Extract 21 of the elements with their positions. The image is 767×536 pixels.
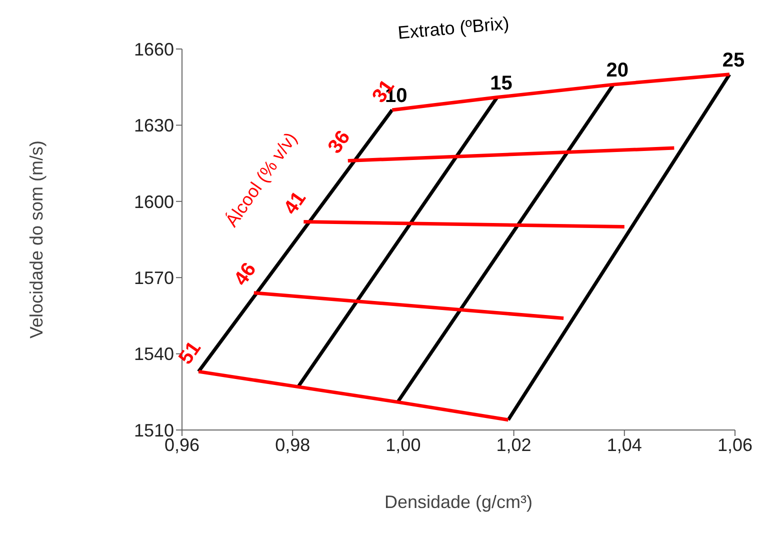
text: 51 — [174, 338, 206, 368]
y-axis-title: Velocidade do som (m/s) — [26, 140, 46, 339]
x-axis-title: Densidade (g/cm³) — [384, 492, 533, 512]
series-label: 25 — [722, 49, 745, 72]
y-tick-label: 1540 — [134, 344, 174, 364]
y-tick-label: 1570 — [134, 268, 174, 288]
series-label: 15 — [490, 72, 512, 94]
text: Extrato (ºBrix) — [397, 13, 510, 43]
x-tick-label: 1,06 — [717, 434, 753, 455]
text: 41 — [280, 188, 311, 219]
x-tick-label: 1,02 — [496, 434, 532, 455]
text: 36 — [324, 126, 355, 158]
line-series — [196, 370, 510, 422]
x-tick-label: 1,04 — [606, 434, 642, 455]
text: 46 — [230, 258, 261, 290]
y-tick-label: 1630 — [134, 116, 174, 136]
series-label: 20 — [606, 60, 628, 82]
y-tick-label: 1660 — [134, 39, 174, 60]
x-tick-label: 0,98 — [275, 434, 310, 455]
y-tick-label: 1600 — [134, 192, 174, 212]
x-tick-label: 1,00 — [386, 434, 421, 455]
